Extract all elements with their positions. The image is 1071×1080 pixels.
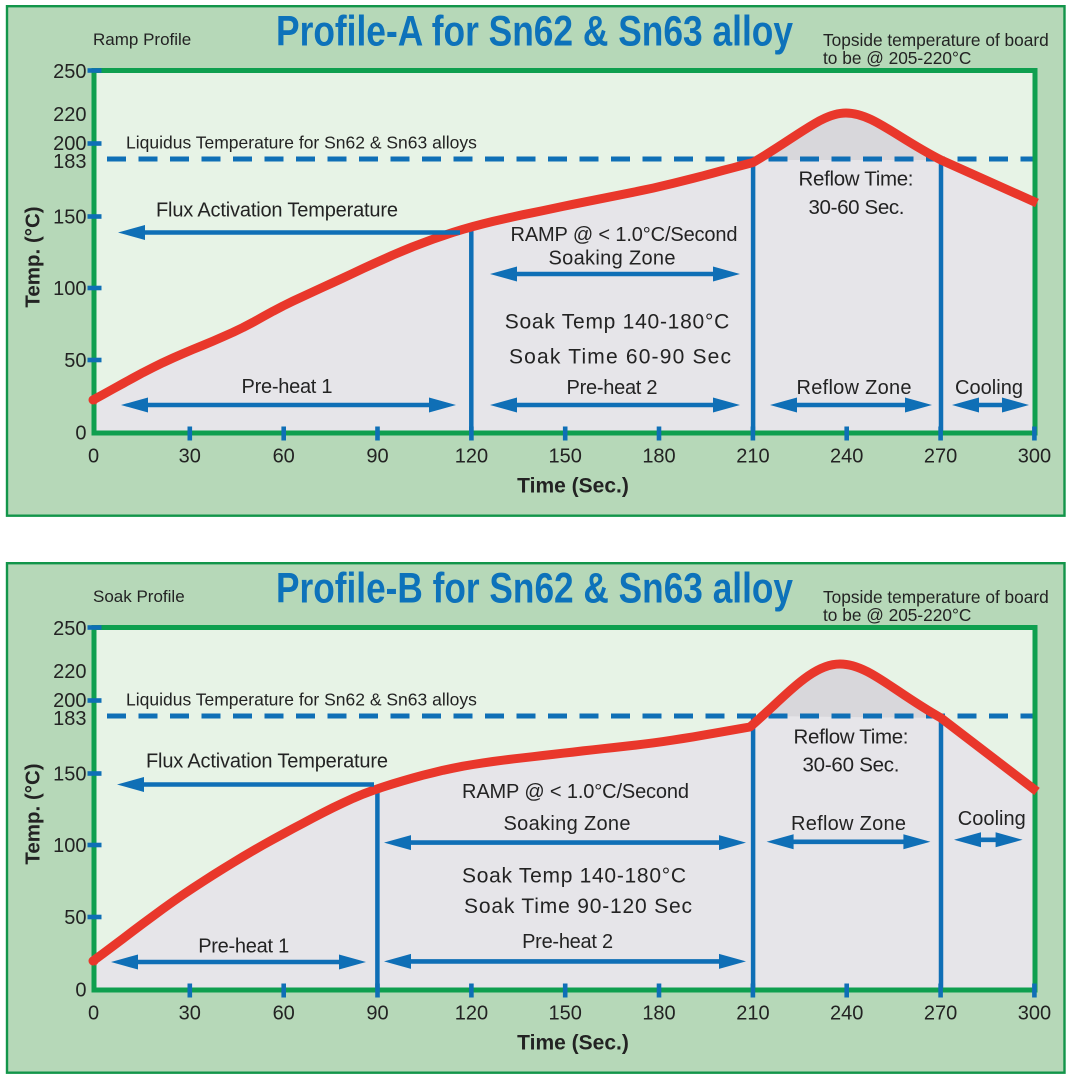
svg-text:Reflow Time:: Reflow Time:	[794, 726, 909, 749]
svg-text:Time (Sec.): Time (Sec.)	[517, 1032, 629, 1055]
svg-text:100: 100	[53, 835, 86, 857]
svg-text:250: 250	[53, 61, 86, 83]
svg-text:Pre-heat 2: Pre-heat 2	[522, 931, 613, 953]
svg-text:to be @ 205-220°C: to be @ 205-220°C	[823, 605, 971, 625]
svg-text:Soak Temp 140-180°C: Soak Temp 140-180°C	[462, 865, 686, 888]
svg-text:200: 200	[53, 133, 86, 155]
svg-text:Pre-heat 2: Pre-heat 2	[567, 377, 658, 399]
svg-text:Profile-A for Sn62 & Sn63 allo: Profile-A for Sn62 & Sn63 alloy	[276, 8, 793, 56]
svg-text:Topside temperature of board: Topside temperature of board	[823, 587, 1049, 607]
svg-text:220: 220	[53, 104, 86, 126]
svg-text:150: 150	[53, 764, 86, 786]
svg-text:90: 90	[366, 1003, 388, 1025]
svg-text:180: 180	[642, 1003, 675, 1025]
svg-text:Temp. (°C): Temp. (°C)	[22, 763, 45, 864]
svg-text:Ramp Profile: Ramp Profile	[93, 30, 191, 49]
svg-text:Soak Profile: Soak Profile	[93, 587, 185, 606]
svg-text:100: 100	[53, 278, 86, 300]
svg-text:30: 30	[179, 1003, 201, 1025]
svg-text:90: 90	[366, 446, 388, 468]
svg-text:Temp. (°C): Temp. (°C)	[22, 206, 45, 307]
svg-text:240: 240	[830, 1003, 863, 1025]
svg-text:Flux Activation Temperature: Flux Activation Temperature	[156, 199, 398, 221]
svg-text:270: 270	[924, 1003, 957, 1025]
svg-text:Soaking Zone: Soaking Zone	[549, 248, 676, 270]
svg-text:RAMP @ < 1.0°C/Second: RAMP @ < 1.0°C/Second	[511, 224, 738, 246]
svg-text:210: 210	[736, 446, 769, 468]
svg-text:to be @ 205-220°C: to be @ 205-220°C	[823, 48, 971, 68]
svg-text:150: 150	[549, 1003, 582, 1025]
svg-text:120: 120	[455, 1003, 488, 1025]
svg-text:210: 210	[736, 1003, 769, 1025]
svg-text:60: 60	[273, 1003, 295, 1025]
svg-text:Profile-B for Sn62 & Sn63 allo: Profile-B for Sn62 & Sn63 alloy	[276, 565, 793, 613]
svg-text:50: 50	[64, 907, 86, 929]
svg-text:150: 150	[53, 207, 86, 229]
svg-text:Pre-heat 1: Pre-heat 1	[198, 936, 289, 958]
svg-text:Cooling: Cooling	[955, 377, 1023, 399]
svg-text:Soaking Zone: Soaking Zone	[504, 813, 631, 835]
svg-text:Soak Time 60-90 Sec: Soak Time 60-90 Sec	[509, 346, 731, 369]
svg-text:Reflow Zone: Reflow Zone	[797, 377, 912, 399]
svg-text:Reflow Time:: Reflow Time:	[799, 168, 914, 191]
svg-text:180: 180	[642, 446, 675, 468]
svg-text:30: 30	[179, 446, 201, 468]
svg-text:183: 183	[53, 708, 86, 730]
svg-text:RAMP @ < 1.0°C/Second: RAMP @ < 1.0°C/Second	[462, 781, 689, 803]
svg-text:300: 300	[1018, 446, 1051, 468]
svg-text:30-60 Sec.: 30-60 Sec.	[803, 753, 900, 776]
svg-text:183: 183	[53, 151, 86, 173]
svg-text:50: 50	[64, 350, 86, 372]
svg-text:Soak Temp 140-180°C: Soak Temp 140-180°C	[505, 311, 730, 334]
svg-text:0: 0	[75, 423, 86, 445]
svg-text:Flux Activation Temperature: Flux Activation Temperature	[146, 751, 388, 773]
svg-text:240: 240	[830, 446, 863, 468]
svg-text:Reflow Zone: Reflow Zone	[791, 813, 906, 835]
svg-text:0: 0	[88, 446, 99, 468]
svg-text:60: 60	[273, 446, 295, 468]
svg-text:Time (Sec.): Time (Sec.)	[517, 475, 629, 498]
svg-text:0: 0	[75, 980, 86, 1002]
svg-text:Pre-heat 1: Pre-heat 1	[242, 376, 333, 398]
svg-text:0: 0	[88, 1003, 99, 1025]
svg-text:30-60 Sec.: 30-60 Sec.	[809, 196, 905, 219]
svg-text:Liquidus Temperature for Sn62: Liquidus Temperature for Sn62 & Sn63 all…	[126, 690, 477, 710]
svg-text:Soak Time 90-120 Sec: Soak Time 90-120 Sec	[464, 895, 692, 918]
svg-text:Topside temperature of board: Topside temperature of board	[823, 30, 1049, 50]
svg-text:200: 200	[53, 690, 86, 712]
svg-text:120: 120	[455, 446, 488, 468]
svg-text:Cooling: Cooling	[958, 808, 1026, 830]
svg-text:Liquidus Temperature for Sn62: Liquidus Temperature for Sn62 & Sn63 all…	[126, 133, 477, 153]
svg-text:150: 150	[549, 446, 582, 468]
svg-text:270: 270	[924, 446, 957, 468]
svg-text:300: 300	[1018, 1003, 1051, 1025]
svg-text:220: 220	[53, 661, 86, 683]
svg-text:250: 250	[53, 618, 86, 640]
